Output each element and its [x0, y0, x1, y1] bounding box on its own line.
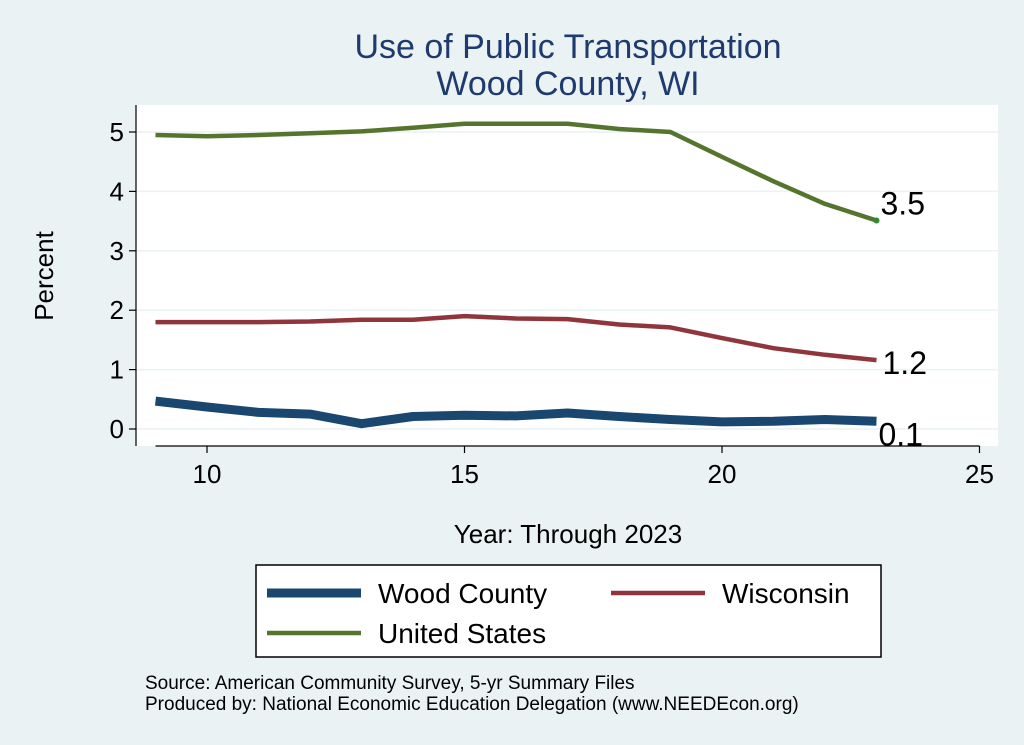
x-axis-title: Year: Through 2023: [454, 519, 682, 549]
x-tick-label: 10: [193, 459, 222, 489]
y-tick-label: 1: [110, 355, 124, 385]
chart-title-line-2: Wood County, WI: [436, 65, 699, 103]
y-tick-label: 0: [110, 414, 124, 444]
x-tick-label: 15: [450, 459, 479, 489]
x-tick-label: 25: [965, 459, 994, 489]
end-labels: 0.1 1.2 3.5: [879, 186, 927, 453]
series-line-wood-county: [154, 396, 877, 429]
legend-box: [255, 564, 882, 658]
y-tick-label: 5: [110, 117, 124, 147]
series-line-united-states: [155, 121, 878, 223]
legend-label: United States: [378, 618, 546, 649]
producer-note: Produced by: National Economic Education…: [145, 694, 799, 715]
source-note: Source: American Community Survey, 5-yr …: [145, 673, 635, 694]
legend-label: Wisconsin: [722, 578, 850, 609]
series-line-wisconsin: [155, 313, 877, 363]
axes: 0 1 2 3 4 5 10 15 20 25: [110, 105, 994, 489]
end-label-wood-county: 0.1: [879, 416, 923, 452]
y-tick-label: 4: [110, 176, 124, 206]
x-tick-label: 20: [708, 459, 737, 489]
plot-area: [136, 105, 998, 446]
legend-label: Wood County: [378, 578, 547, 609]
legend: Wood County Wisconsin United States: [267, 578, 850, 649]
end-label-united-states: 3.5: [881, 186, 925, 222]
chart-title-line-1: Use of Public Transportation: [354, 28, 781, 66]
series-end-marker: [873, 217, 880, 224]
grid-lines: [136, 131, 998, 430]
y-tick-label: 2: [110, 295, 124, 325]
series-lines: [154, 121, 880, 429]
y-axis-title: Percent: [29, 230, 59, 320]
end-label-wisconsin: 1.2: [883, 345, 927, 381]
y-tick-label: 3: [110, 236, 124, 266]
